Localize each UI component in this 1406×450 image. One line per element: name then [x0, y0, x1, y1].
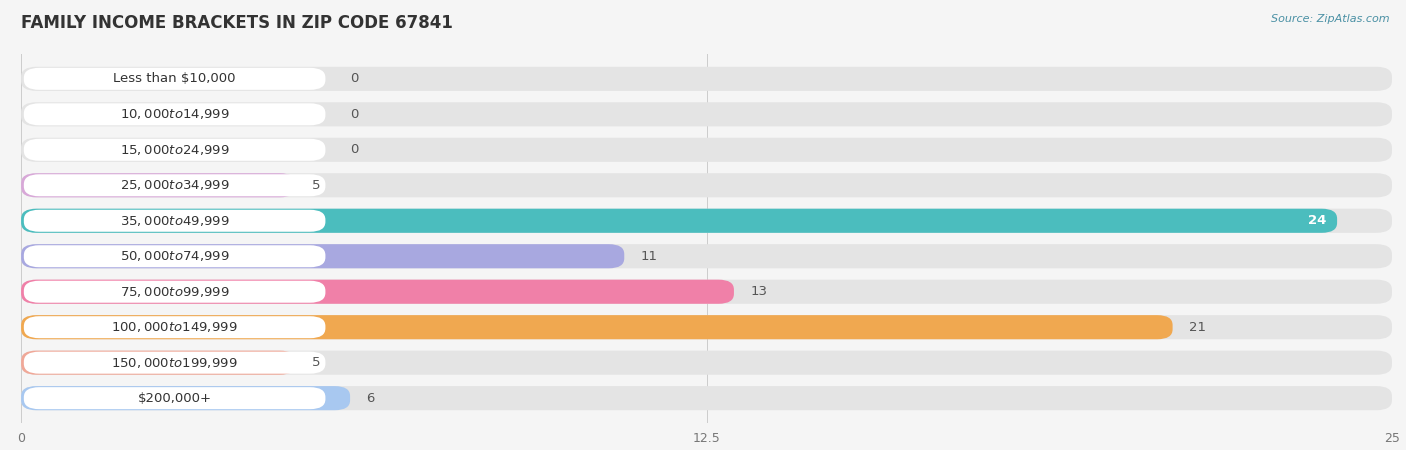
Text: $10,000 to $14,999: $10,000 to $14,999	[120, 107, 229, 122]
Text: 5: 5	[312, 179, 321, 192]
FancyBboxPatch shape	[21, 209, 1337, 233]
FancyBboxPatch shape	[21, 315, 1392, 339]
FancyBboxPatch shape	[24, 245, 325, 267]
Text: 21: 21	[1189, 321, 1206, 334]
FancyBboxPatch shape	[21, 209, 1392, 233]
FancyBboxPatch shape	[24, 68, 325, 90]
Text: FAMILY INCOME BRACKETS IN ZIP CODE 67841: FAMILY INCOME BRACKETS IN ZIP CODE 67841	[21, 14, 453, 32]
FancyBboxPatch shape	[21, 173, 1392, 198]
Text: 0: 0	[350, 143, 359, 156]
FancyBboxPatch shape	[21, 279, 1392, 304]
FancyBboxPatch shape	[21, 386, 350, 410]
Text: 11: 11	[641, 250, 658, 263]
FancyBboxPatch shape	[21, 351, 1392, 375]
FancyBboxPatch shape	[21, 67, 1392, 91]
FancyBboxPatch shape	[21, 102, 1392, 126]
Text: $35,000 to $49,999: $35,000 to $49,999	[120, 214, 229, 228]
Text: $75,000 to $99,999: $75,000 to $99,999	[120, 285, 229, 299]
Text: 5: 5	[312, 356, 321, 369]
Text: $100,000 to $149,999: $100,000 to $149,999	[111, 320, 238, 334]
Text: 0: 0	[350, 108, 359, 121]
Text: $200,000+: $200,000+	[138, 392, 212, 405]
Text: $150,000 to $199,999: $150,000 to $199,999	[111, 356, 238, 370]
Text: 13: 13	[751, 285, 768, 298]
FancyBboxPatch shape	[24, 281, 325, 303]
FancyBboxPatch shape	[21, 138, 1392, 162]
FancyBboxPatch shape	[21, 173, 295, 198]
FancyBboxPatch shape	[24, 316, 325, 338]
Text: $25,000 to $34,999: $25,000 to $34,999	[120, 178, 229, 192]
Text: $15,000 to $24,999: $15,000 to $24,999	[120, 143, 229, 157]
Text: 24: 24	[1308, 214, 1326, 227]
FancyBboxPatch shape	[24, 104, 325, 125]
FancyBboxPatch shape	[24, 174, 325, 196]
FancyBboxPatch shape	[21, 351, 295, 375]
FancyBboxPatch shape	[21, 386, 1392, 410]
FancyBboxPatch shape	[24, 387, 325, 409]
FancyBboxPatch shape	[21, 279, 734, 304]
Text: Source: ZipAtlas.com: Source: ZipAtlas.com	[1271, 14, 1389, 23]
FancyBboxPatch shape	[24, 139, 325, 161]
FancyBboxPatch shape	[21, 315, 1173, 339]
Text: $50,000 to $74,999: $50,000 to $74,999	[120, 249, 229, 263]
Text: Less than $10,000: Less than $10,000	[114, 72, 236, 86]
FancyBboxPatch shape	[21, 244, 624, 268]
Text: 0: 0	[350, 72, 359, 86]
FancyBboxPatch shape	[24, 352, 325, 374]
Text: 6: 6	[367, 392, 375, 405]
FancyBboxPatch shape	[24, 210, 325, 232]
FancyBboxPatch shape	[21, 244, 1392, 268]
